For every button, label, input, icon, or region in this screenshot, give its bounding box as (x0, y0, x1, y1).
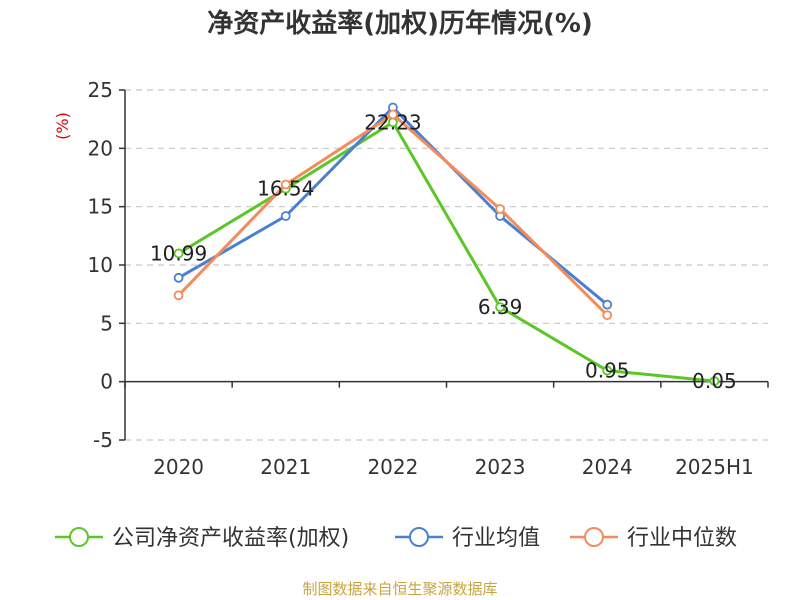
axes: -5 0 5 10 15 20 25 2020 2021 2022 2023 2024 2025H1 (88, 78, 769, 479)
x-tick-label: 2025H1 (675, 455, 754, 479)
x-tick-label: 2021 (260, 455, 311, 479)
y-tick-label: -5 (93, 428, 113, 452)
data-label: 0.05 (692, 369, 737, 393)
x-tick-label: 2022 (367, 455, 418, 479)
series (173, 102, 720, 386)
legend: 公司净资产收益率(加权) 行业均值 行业中位数 (55, 526, 737, 551)
series-0 (173, 117, 720, 386)
data-point (602, 310, 613, 321)
data-point (280, 211, 291, 221)
grid (125, 89, 768, 441)
legend-label: 行业均值 (452, 526, 540, 551)
legend-item: 行业均值 (395, 526, 540, 551)
data-point (388, 109, 398, 120)
x-tick-label: 2020 (153, 455, 204, 479)
data-point (602, 299, 613, 310)
data-point (280, 179, 291, 190)
y-tick-label: 25 (88, 78, 113, 102)
x-tick-label: 2023 (475, 455, 526, 479)
y-tick-label: 5 (100, 311, 113, 335)
data-point (495, 302, 505, 313)
legend-label: 公司净资产收益率(加权) (112, 526, 349, 551)
data-point (709, 376, 720, 386)
data-label: 16.54 (257, 177, 314, 201)
data-label: 0.95 (585, 359, 630, 383)
y-tick-label: 15 (88, 195, 113, 219)
data-labels: 10.99 16.54 22.23 6.39 0.95 0.05 (150, 110, 737, 393)
data-point (173, 248, 184, 259)
y-tick-label: 20 (88, 136, 113, 160)
data-point (602, 365, 613, 376)
x-tick-label: 2024 (582, 455, 633, 479)
legend-item: 行业中位数 (570, 526, 737, 551)
data-point (173, 290, 184, 301)
y-axis-label: (%) (53, 112, 72, 140)
data-point (495, 204, 505, 214)
data-label: 10.99 (150, 241, 207, 265)
legend-item: 公司净资产收益率(加权) (55, 526, 349, 551)
chart-title: 净资产收益率(加权)历年情况(%) (207, 8, 593, 39)
legend-marker (409, 527, 429, 547)
y-tick-label: 0 (100, 370, 113, 394)
legend-marker (584, 527, 604, 547)
data-label: 22.23 (364, 110, 421, 134)
y-tick-label: 10 (88, 253, 113, 277)
data-label: 6.39 (478, 295, 523, 319)
series-2 (173, 109, 613, 321)
source-note: 制图数据来自恒生聚源数据库 (302, 580, 497, 598)
series-line (177, 120, 715, 383)
legend-label: 行业中位数 (627, 526, 737, 551)
legend-marker (69, 527, 89, 547)
data-point (173, 272, 184, 283)
